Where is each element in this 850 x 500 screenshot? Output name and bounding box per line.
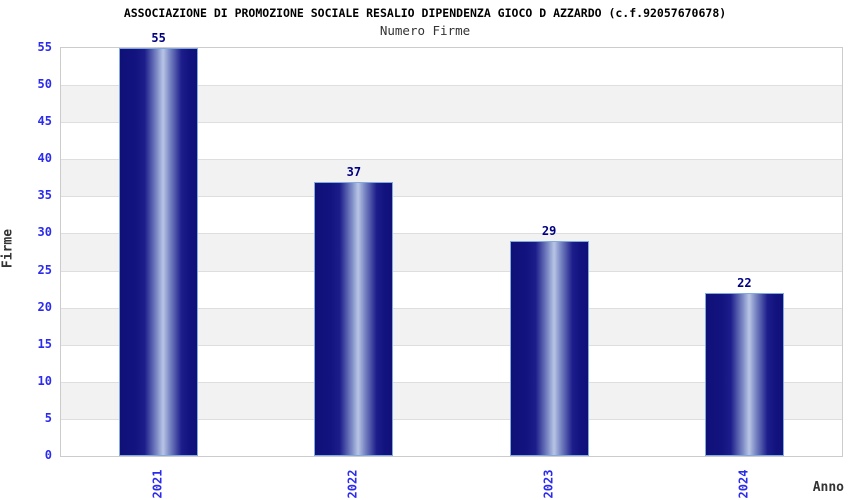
- y-tick-label: 40: [37, 151, 52, 166]
- x-tick-label: 2021: [138, 461, 178, 500]
- x-axis-label: Anno: [812, 480, 844, 495]
- y-tick-label: 35: [37, 188, 52, 203]
- chart-subtitle: Numero Firme: [379, 23, 471, 38]
- bar-2022: [314, 181, 394, 456]
- bar-value-label: 22: [737, 275, 752, 290]
- bar-value-label: 37: [346, 164, 362, 179]
- y-tick-label: 15: [37, 336, 52, 351]
- gridline: [61, 381, 842, 383]
- y-tick-label: 55: [37, 40, 52, 54]
- plot-area: 55 37 29 22: [60, 31, 843, 457]
- bar-value-label: 29: [541, 223, 557, 238]
- bar-2021: [119, 48, 199, 456]
- bar-2023: [509, 240, 589, 456]
- gridline: [61, 85, 842, 87]
- gridline: [61, 307, 842, 309]
- y-tick-label: 0: [44, 448, 52, 462]
- gridline: [61, 233, 842, 235]
- y-tick-label: 5: [44, 410, 52, 425]
- x-tick-label: 2023: [528, 461, 568, 500]
- gridline: [61, 196, 842, 198]
- y-tick-label: 45: [37, 114, 52, 129]
- y-tick-label: 10: [37, 373, 52, 388]
- gridline: [61, 344, 842, 346]
- chart-title: ASSOCIAZIONE DI PROMOZIONE SOCIALE RESAL…: [123, 6, 727, 20]
- x-tick-label: 2022: [333, 461, 373, 500]
- y-tick-label: 25: [37, 262, 52, 277]
- gridline: [61, 418, 842, 420]
- x-tick-text: 2024: [736, 469, 751, 499]
- gridline: [61, 122, 842, 124]
- gridline: [61, 270, 842, 272]
- y-tick-label: 20: [37, 299, 52, 314]
- x-tick-label: 2024: [723, 461, 763, 500]
- y-tick-label: 30: [37, 225, 52, 240]
- x-tick-text: 2021: [150, 469, 165, 499]
- y-tick-label: 50: [37, 77, 52, 92]
- gridline: [61, 159, 842, 161]
- x-tick-text: 2023: [541, 469, 556, 499]
- bar-value-label: 55: [151, 31, 166, 45]
- x-tick-text: 2022: [345, 469, 360, 499]
- bar-2024: [704, 292, 784, 456]
